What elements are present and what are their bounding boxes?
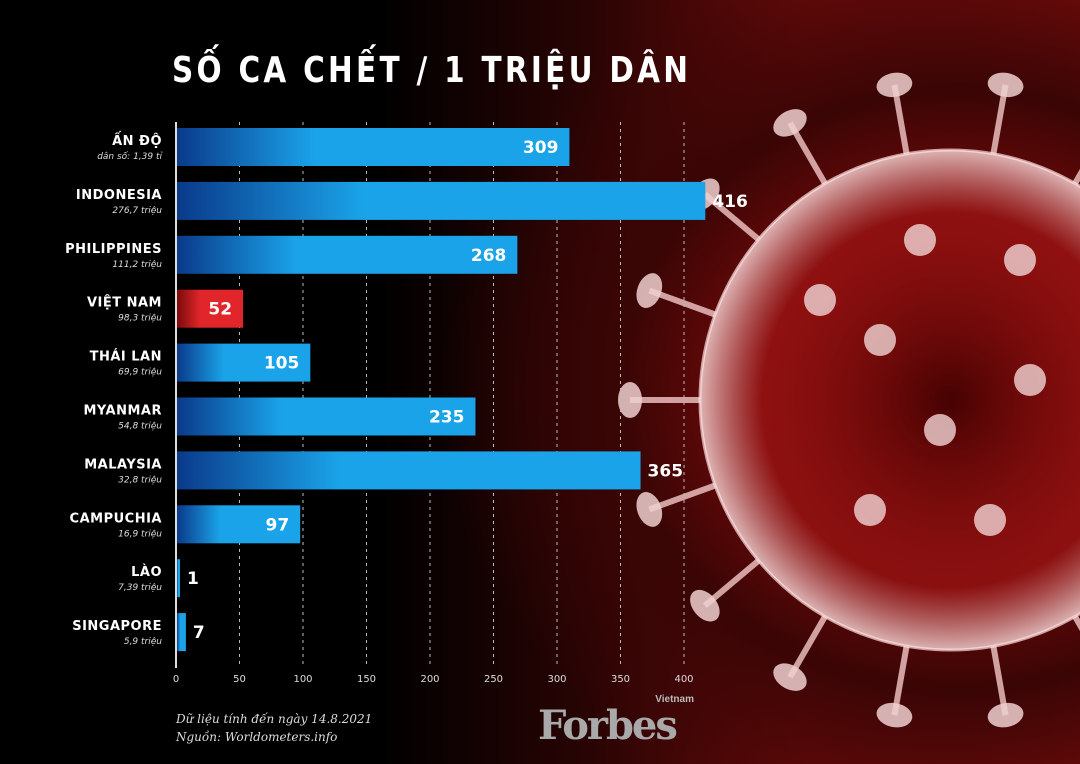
virus-surface-protein — [904, 224, 936, 256]
bar — [177, 181, 706, 220]
logo-brand: Forbes — [538, 702, 678, 749]
x-tick-label: 400 — [674, 674, 693, 685]
category-population: 276,7 triệu — [112, 206, 162, 216]
data-label: 416 — [712, 192, 748, 212]
chart-title: SỐ CA CHẾT / 1 TRIỆU DÂN — [172, 50, 692, 91]
x-tick-label: 50 — [233, 674, 246, 685]
virus-spike-head — [636, 492, 663, 527]
virus-surface-protein — [974, 504, 1006, 536]
x-tick-label: 300 — [547, 674, 566, 685]
category-population: 7,39 triệu — [118, 583, 162, 593]
virus-surface-protein — [854, 494, 886, 526]
data-label: 7 — [193, 623, 205, 643]
bar — [177, 397, 476, 436]
category-population: 111,2 triệu — [112, 260, 162, 270]
x-tick-label: 150 — [357, 674, 376, 685]
category-label: CAMPUCHIA — [70, 511, 162, 526]
data-date-note: Dữ liệu tính đến ngày 14.8.2021 — [176, 712, 373, 726]
x-tick-label: 250 — [484, 674, 503, 685]
bar — [177, 559, 180, 598]
category-population: 5,9 triệu — [124, 637, 162, 647]
x-tick-label: 350 — [611, 674, 630, 685]
bar — [177, 505, 301, 544]
bar — [177, 235, 518, 274]
virus-surface-protein — [924, 414, 956, 446]
virus-spike-head — [636, 273, 663, 308]
category-label: LÀO — [131, 564, 162, 580]
forbes-logo: Vietnam Forbes — [538, 694, 698, 747]
source-credit: Nguồn: Worldometers.info — [176, 730, 338, 744]
category-label: VIỆT NAM — [87, 295, 162, 311]
category-population: 54,8 triệu — [118, 422, 162, 432]
data-label: 1 — [187, 569, 199, 589]
data-label: 105 — [264, 354, 300, 374]
category-label: MYANMAR — [83, 404, 162, 419]
virus-spike-head — [876, 702, 913, 728]
virus-spike-head — [987, 72, 1024, 98]
category-population: 69,9 triệu — [118, 368, 162, 378]
bar — [177, 289, 244, 328]
category-label: SINGAPORE — [72, 619, 162, 634]
virus-spike-head — [690, 589, 720, 622]
category-population: dân số: 1,39 tỉ — [97, 151, 163, 162]
bar — [177, 451, 641, 490]
x-tick-label: 100 — [293, 674, 312, 685]
data-label: 309 — [523, 138, 559, 158]
data-label: 268 — [471, 246, 507, 266]
data-label: 52 — [208, 300, 232, 320]
category-label: INDONESIA — [76, 188, 162, 203]
category-label: PHILIPPINES — [65, 242, 162, 257]
x-tick-label: 200 — [420, 674, 439, 685]
virus-spike-head — [773, 663, 807, 691]
virus-spike-head — [876, 72, 913, 98]
category-label: MALAYSIA — [84, 457, 162, 472]
virus-surface-protein — [1014, 364, 1046, 396]
category-label: ẤN ĐỘ — [112, 131, 162, 149]
virus-spike-head — [987, 702, 1024, 728]
category-population: 32,8 triệu — [118, 475, 162, 485]
bar — [177, 128, 570, 166]
data-label: 365 — [648, 461, 684, 481]
category-population: 16,9 triệu — [118, 529, 162, 539]
virus-spike-head — [773, 109, 807, 137]
category-label: THÁI LAN — [90, 349, 162, 365]
virus-surface-protein — [804, 284, 836, 316]
virus-surface-protein — [864, 324, 896, 356]
virus-surface-protein — [1004, 244, 1036, 276]
data-label: 97 — [266, 515, 290, 535]
bar — [177, 343, 311, 382]
category-population: 98,3 triệu — [118, 314, 162, 324]
virus-spike-head — [618, 382, 642, 418]
source-note: Dữ liệu tính đến ngày 14.8.2021 Nguồn: W… — [176, 710, 372, 746]
data-label: 235 — [429, 408, 465, 428]
x-tick-label: 0 — [173, 674, 179, 685]
bar — [177, 613, 186, 652]
logo-edition: Vietnam — [655, 694, 694, 705]
